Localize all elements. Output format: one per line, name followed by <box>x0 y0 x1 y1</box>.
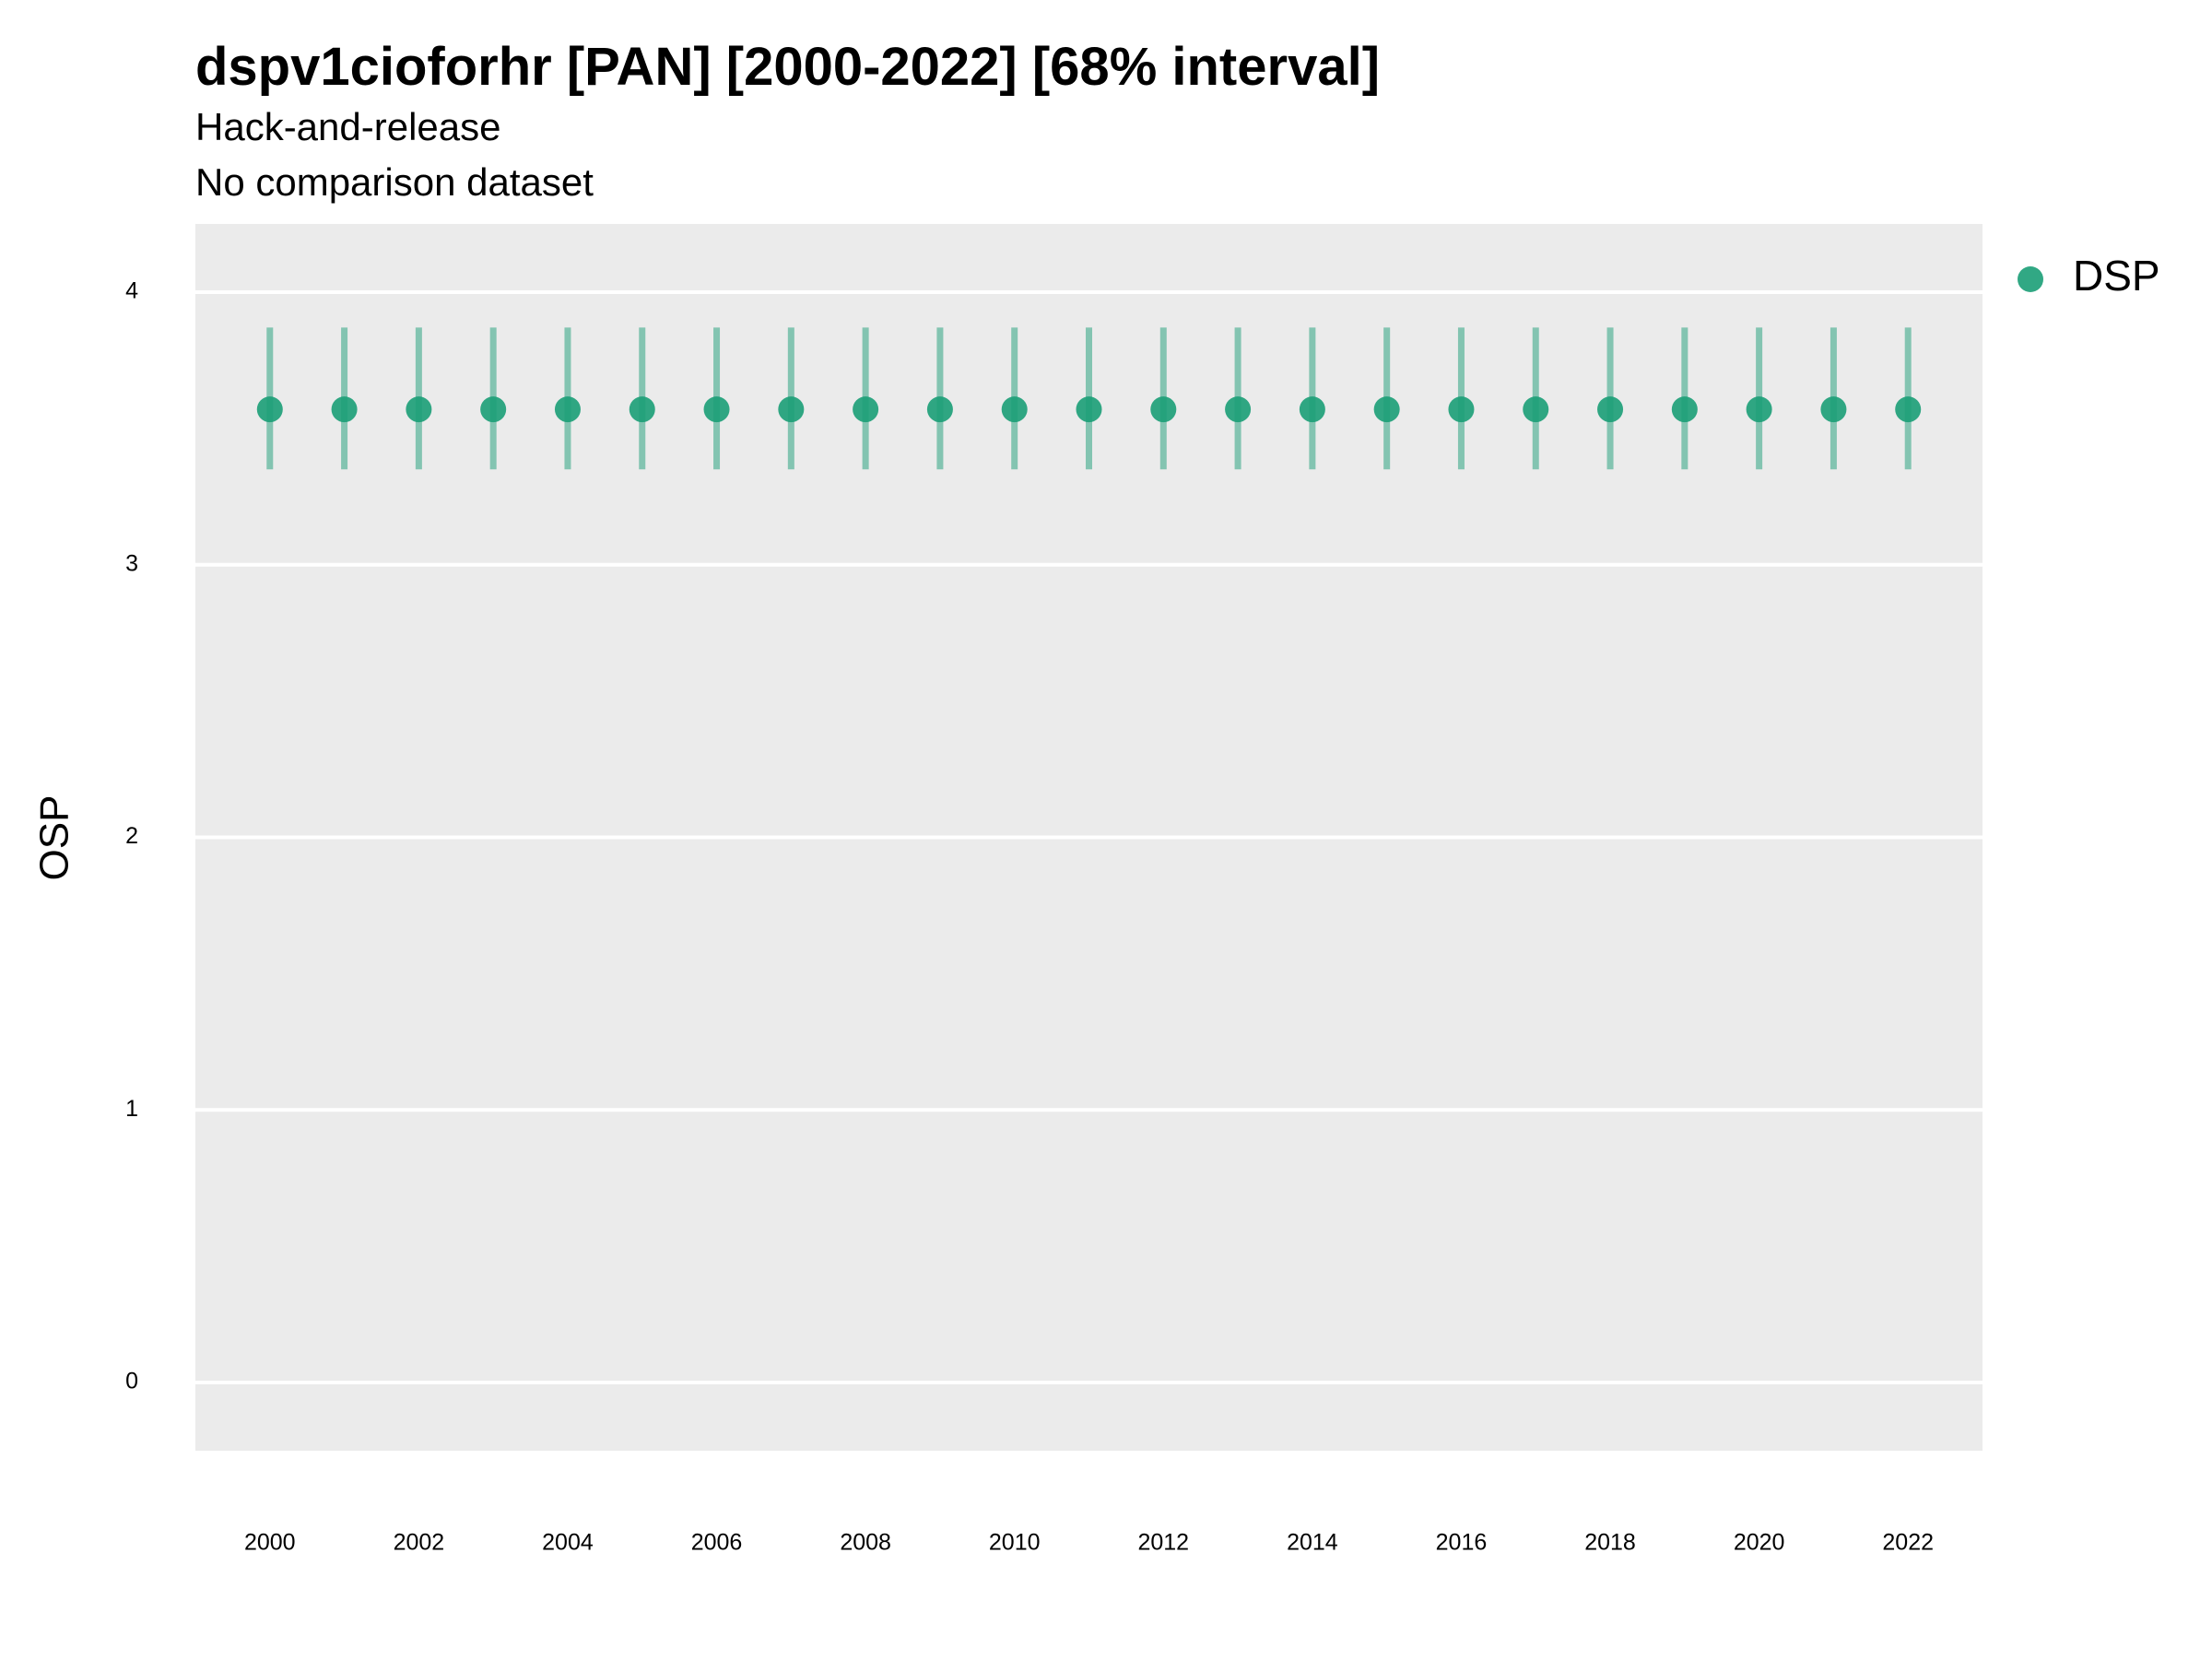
x-tick-label: 2006 <box>691 1530 743 1556</box>
point <box>778 396 805 423</box>
point <box>1671 396 1698 423</box>
x-tick-label: 2002 <box>394 1530 445 1556</box>
point <box>853 396 879 423</box>
point <box>256 396 283 423</box>
x-tick-label: 2022 <box>1882 1530 1934 1556</box>
x-tick-label: 2010 <box>989 1530 1041 1556</box>
y-tick-label: 3 <box>125 550 138 576</box>
point <box>629 396 655 423</box>
y-tick-label: 4 <box>125 278 138 304</box>
y-tick-label: 1 <box>125 1096 138 1122</box>
legend-label: DSP <box>2073 252 2160 300</box>
x-tick-label: 2000 <box>244 1530 296 1556</box>
point <box>554 396 581 423</box>
x-tick-label: 2008 <box>840 1530 891 1556</box>
y-axis-label: OSP <box>32 795 77 881</box>
x-tick-label: 2016 <box>1436 1530 1488 1556</box>
y-tick-label: 0 <box>125 1369 138 1394</box>
point <box>1597 396 1624 423</box>
point <box>1076 396 1102 423</box>
point <box>1895 396 1922 423</box>
legend-marker <box>2018 266 2043 292</box>
point <box>1373 396 1400 423</box>
x-tick-label: 2012 <box>1137 1530 1189 1556</box>
point <box>1299 396 1325 423</box>
y-tick-label: 2 <box>125 823 138 849</box>
chart-subtitle: No comparison dataset <box>195 160 594 204</box>
point <box>926 396 953 423</box>
point <box>331 396 358 423</box>
point <box>1820 396 1847 423</box>
x-tick-label: 2020 <box>1734 1530 1785 1556</box>
point <box>1448 396 1475 423</box>
chart-title: dspv1cioforhr [PAN] [2000-2022] [68% int… <box>195 37 1380 97</box>
chart-subtitle: Hack-and-release <box>195 105 501 148</box>
x-tick-label: 2004 <box>542 1530 594 1556</box>
point <box>1523 396 1549 423</box>
point <box>703 396 730 423</box>
point <box>1746 396 1772 423</box>
point <box>406 396 432 423</box>
point <box>1225 396 1252 423</box>
x-tick-label: 2018 <box>1584 1530 1636 1556</box>
point <box>1001 396 1028 423</box>
point <box>1150 396 1177 423</box>
point <box>480 396 507 423</box>
x-tick-label: 2014 <box>1287 1530 1338 1556</box>
